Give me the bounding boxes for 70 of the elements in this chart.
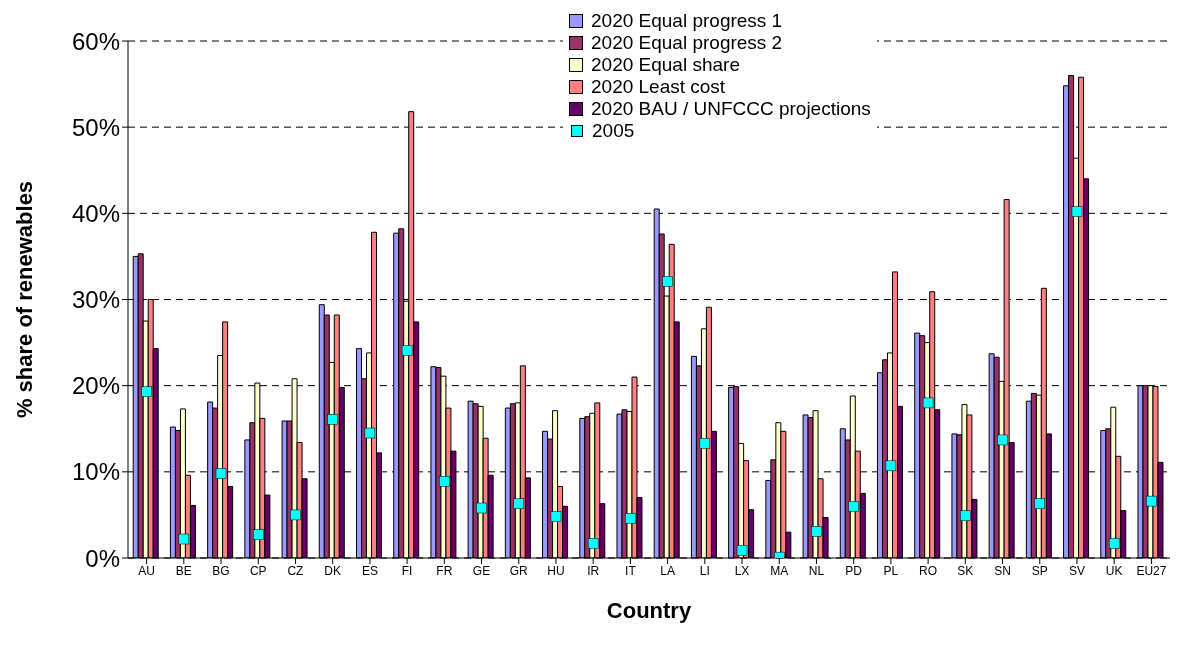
x-tick-label: DK [324, 563, 342, 578]
legend-label: 2020 Equal progress 1 [591, 10, 783, 32]
x-tick-label: SV [1068, 563, 1085, 578]
legend-label: 2020 Equal progress 2 [591, 32, 783, 54]
x-tick-label: GR [509, 563, 529, 578]
point [736, 545, 748, 556]
point [587, 538, 599, 549]
x-tick-label: LX [734, 563, 750, 578]
point [1146, 495, 1157, 507]
x-tick-label: IR [587, 563, 600, 578]
point [1108, 538, 1120, 549]
point [290, 509, 301, 521]
x-tick-label: PL [883, 563, 899, 578]
point [215, 468, 227, 479]
y-tick-label: 20% [71, 372, 120, 400]
x-axis-title: Country [606, 598, 692, 623]
x-tick-label: GE [472, 563, 491, 578]
point [141, 386, 152, 397]
point [1034, 498, 1045, 509]
point [513, 498, 524, 509]
x-tick-label: RO [919, 563, 938, 578]
x-tick-label: CP [249, 563, 267, 578]
point [364, 427, 376, 439]
x-tick-label: SP [1031, 563, 1048, 578]
x-tick-label: AU [138, 563, 155, 578]
point [699, 438, 711, 449]
x-tick-label: FI [401, 563, 413, 578]
x-tick-label: PD [845, 563, 863, 578]
point [550, 511, 562, 522]
point [401, 345, 413, 356]
x-tick-label: LA [660, 563, 675, 578]
point [848, 501, 859, 512]
x-tick-label: EU27 [1136, 563, 1167, 578]
x-tick-label: SK [957, 563, 974, 578]
x-tick-label: BE [175, 563, 192, 578]
point [178, 533, 190, 545]
point [327, 414, 338, 425]
legend-label: 2005 [592, 120, 635, 142]
y-tick-label: 0% [85, 544, 120, 572]
point [662, 276, 673, 287]
x-tick-label: MA [770, 563, 789, 578]
y-axis-title: % share of renewables [11, 180, 37, 419]
x-tick-label: SN [994, 563, 1011, 578]
y-tick-label: 10% [71, 458, 120, 486]
point [1071, 206, 1083, 217]
legend-label: 2020 BAU / UNFCCC projections [591, 98, 871, 120]
x-tick-label: LI [699, 563, 710, 578]
legend-label: 2020 Equal share [591, 54, 740, 76]
point [811, 526, 822, 537]
point [439, 476, 450, 487]
y-tick-label: 50% [71, 113, 120, 141]
point [476, 502, 487, 514]
y-tick-label: 60% [71, 27, 120, 55]
point [960, 510, 971, 522]
point [997, 434, 1008, 446]
point [253, 529, 264, 540]
y-tick-label: 30% [71, 286, 120, 314]
x-tick-label: ES [361, 563, 378, 578]
point [885, 460, 897, 472]
x-tick-label: UK [1105, 563, 1123, 578]
x-tick-label: BG [212, 563, 230, 578]
x-tick-label: CZ [287, 563, 304, 578]
point [625, 513, 636, 524]
x-tick-label: HU [547, 563, 565, 578]
y-tick-label: 40% [71, 199, 120, 227]
x-tick-label: IT [625, 563, 637, 578]
x-tick-label: FR [436, 563, 453, 578]
x-tick-label: NL [808, 563, 825, 578]
point [922, 397, 934, 409]
legend-label: 2020 Least cost [591, 76, 726, 98]
